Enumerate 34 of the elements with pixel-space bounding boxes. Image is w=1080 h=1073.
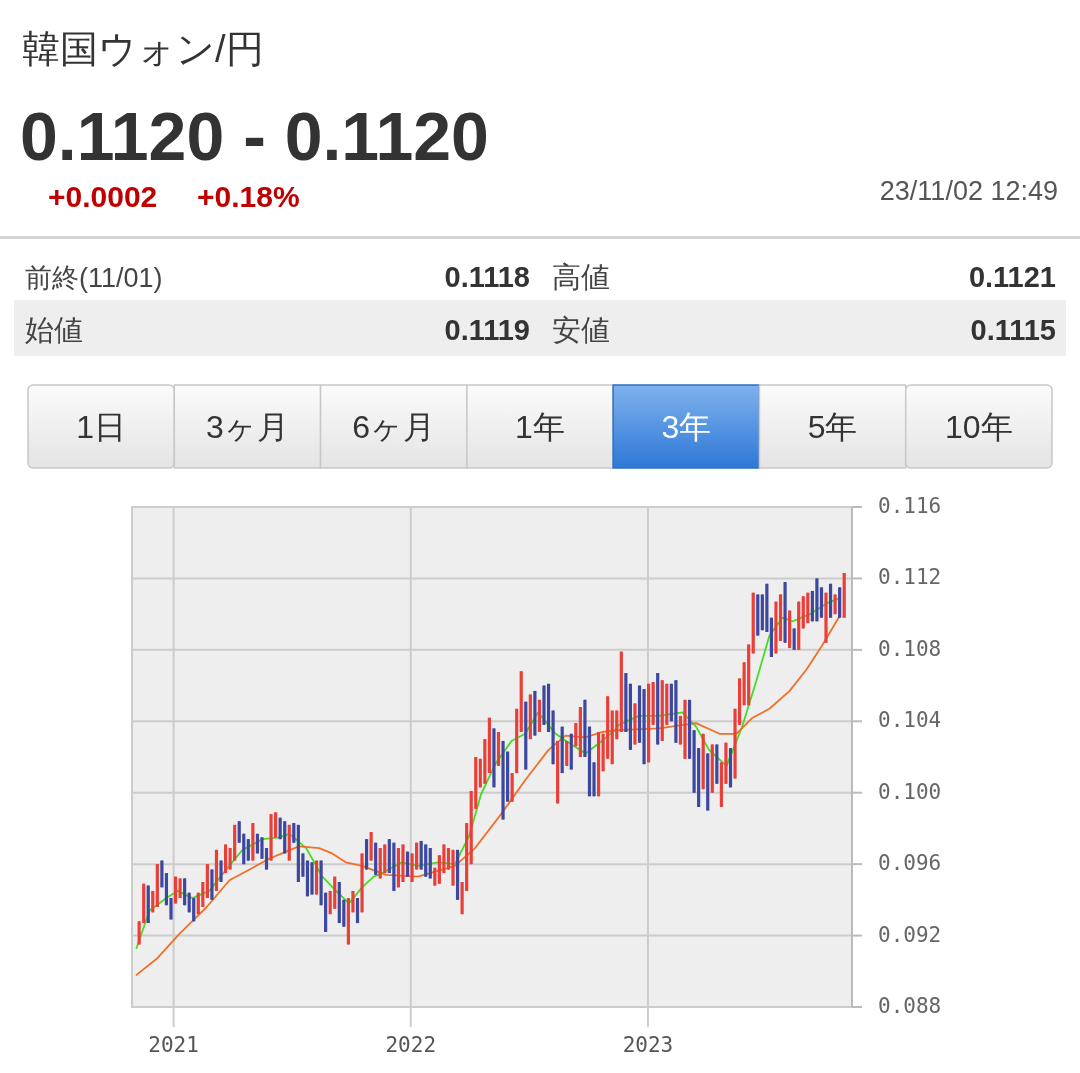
x-tick-label: 2022 xyxy=(385,1033,437,1057)
text: 5年 xyxy=(807,409,858,445)
text: 1日 xyxy=(76,409,127,445)
y-tick-label: 0.112 xyxy=(878,565,942,590)
text: 0.1119 xyxy=(444,314,530,346)
text: +0.0002 xyxy=(48,180,158,213)
candlestick xyxy=(792,627,796,651)
text: 3年 xyxy=(661,409,712,445)
text: 前終(11/01) xyxy=(25,263,163,293)
y-tick-label: 0.108 xyxy=(878,636,942,661)
y-tick-label: 0.116 xyxy=(878,494,942,518)
y-tick-label: 0.088 xyxy=(878,994,942,1018)
x-tick-label: 2023 xyxy=(622,1033,674,1057)
x-tick-label: 2021 xyxy=(148,1033,199,1057)
y-tick-label: 0.104 xyxy=(878,708,942,733)
text: 0.1121 xyxy=(968,261,1056,293)
text: 23/11/02 12:49 xyxy=(879,176,1058,206)
candlestick xyxy=(292,822,296,844)
y-tick-label: 0.100 xyxy=(878,779,942,804)
y-tick-label: 0.092 xyxy=(878,922,942,947)
text: 0.1115 xyxy=(970,314,1056,346)
text: 3ヶ月 xyxy=(206,409,289,445)
text: +0.18% xyxy=(197,180,300,213)
y-tick-label: 0.096 xyxy=(878,851,942,876)
chart-title: 韓国ウォン/円 xyxy=(22,28,264,70)
text: 6ヶ月 xyxy=(352,409,436,445)
chart-subtitle: 0.1120 - 0.1120 xyxy=(20,98,489,174)
text: 始値 xyxy=(25,314,83,346)
text: 1年 xyxy=(515,409,565,445)
text: 10年 xyxy=(945,409,1013,445)
text: 高値 xyxy=(552,261,610,293)
text: 安値 xyxy=(552,314,610,346)
candlestick xyxy=(246,838,250,862)
text: 0.1118 xyxy=(444,261,530,293)
